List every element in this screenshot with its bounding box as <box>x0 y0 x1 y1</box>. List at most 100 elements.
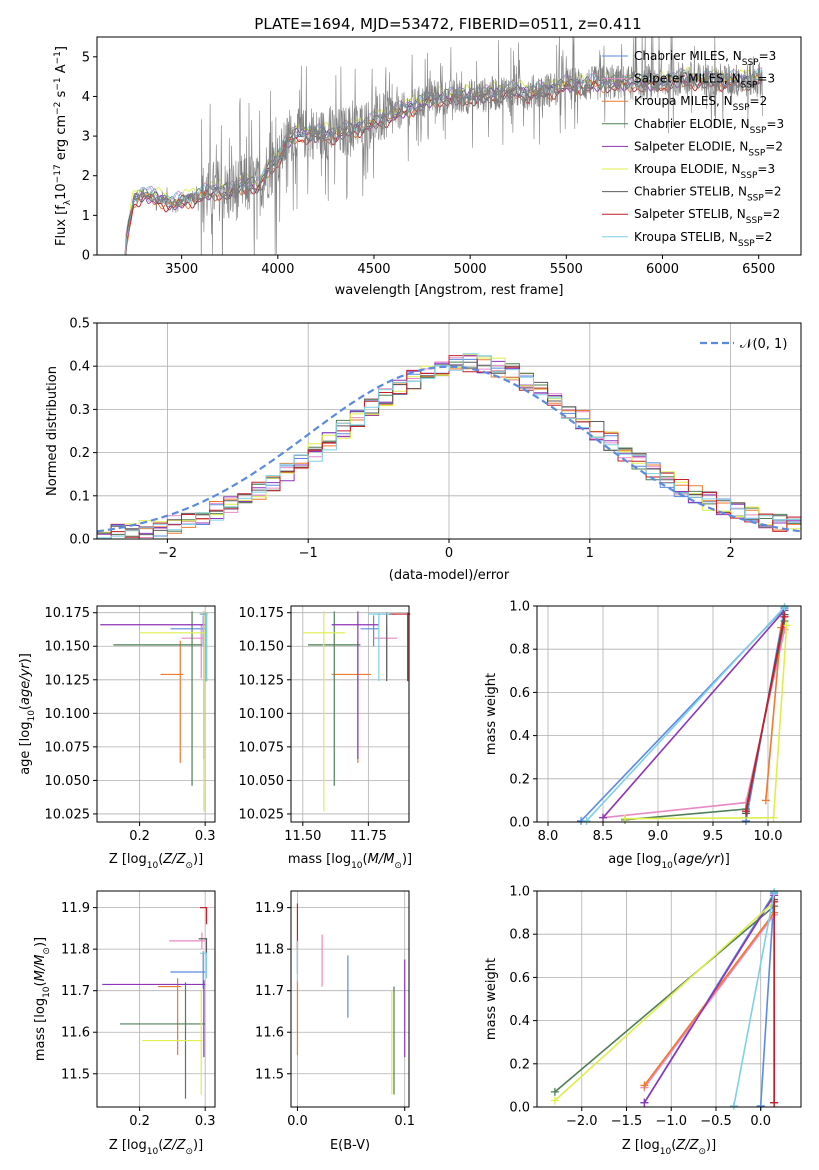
label-part: 10 <box>351 861 363 871</box>
x-axis-label: Z [log10(Z/Z⊙)] <box>109 1138 203 1157</box>
y-tick-label: 11.9 <box>61 901 90 916</box>
x-tick-label: 11.50 <box>284 829 321 844</box>
x-tick-label: 0.1 <box>394 1114 415 1129</box>
x-tick-label: −1.0 <box>655 1114 687 1129</box>
plus-marker <box>550 1087 559 1096</box>
plus-marker <box>640 1081 649 1090</box>
label-part: age/yr <box>18 662 33 705</box>
y-tick-label: 11.5 <box>61 1067 90 1082</box>
axes-frame <box>290 605 410 823</box>
label-part: )] <box>33 937 48 947</box>
label-part: )] <box>402 852 412 867</box>
y-tick-label: 10.050 <box>239 774 285 789</box>
x-tick-label: 6000 <box>646 262 679 277</box>
axes-frame <box>536 605 802 823</box>
label-part: −1 <box>53 51 63 64</box>
data-point <box>302 611 345 812</box>
label-part: mass [log <box>33 998 48 1061</box>
residual-histogram-line <box>97 353 801 539</box>
label-part: Z [log <box>109 1138 147 1153</box>
residual-histogram-line <box>97 355 801 539</box>
x-axis-label: mass [log10(M/M⊙)] <box>288 852 412 871</box>
x-tick-label: −1 <box>299 546 318 561</box>
label-part: =2 <box>764 185 782 199</box>
plus-marker <box>780 612 789 621</box>
y-tick-label: 0.0 <box>509 1101 530 1116</box>
data-point <box>170 951 206 989</box>
label-part: 10 <box>54 183 69 200</box>
weight-line <box>624 625 788 820</box>
y-tick-label: 1 <box>82 209 90 224</box>
y-tick-label: 0.2 <box>69 446 90 461</box>
y-tick-label: 0.6 <box>509 971 530 986</box>
axes-frame <box>96 36 802 256</box>
y-tick-label: 11.5 <box>255 1067 284 1082</box>
figure-title: PLATE=1694, MJD=53472, FIBERID=0511, z=0… <box>254 15 641 33</box>
legend-entry: Chabrier STELIB, NSSP=2 <box>634 185 782 204</box>
data-point <box>113 611 202 786</box>
plus-marker <box>770 888 779 897</box>
label-part: Chabrier ELODIE, N <box>634 117 750 131</box>
label-part: ⊙ <box>185 1147 193 1157</box>
x-tick-label: 0.2 <box>129 1114 150 1129</box>
weight-line <box>765 627 782 801</box>
weight-line <box>745 616 786 812</box>
x-axis-label: (data-model)/error <box>389 568 510 583</box>
plus-marker <box>782 621 791 630</box>
data-point <box>198 938 208 956</box>
data-point <box>368 612 390 682</box>
label-part: ( <box>363 852 368 867</box>
data-point <box>169 932 206 950</box>
data-point <box>139 611 206 812</box>
y-tick-label: 3 <box>82 130 90 145</box>
label-part: ⊙ <box>698 1147 706 1157</box>
label-part: ( <box>158 1138 163 1153</box>
x-tick-label: 0.3 <box>195 829 216 844</box>
label-part: Kroupa ELODIE, N <box>634 162 741 176</box>
weight-line <box>733 891 775 1107</box>
x-tick-label: −0.5 <box>700 1114 732 1129</box>
legend-entry: Chabrier ELODIE, NSSP=3 <box>634 117 784 136</box>
legend-entry: Salpeter ELODIE, NSSP=2 <box>634 139 783 158</box>
y-axis-label: mass weight <box>484 673 499 755</box>
y-tick-label: 0.0 <box>69 533 90 548</box>
label-part: ⊙ <box>42 947 52 955</box>
data-point <box>360 615 379 647</box>
label-part: ( <box>158 852 163 867</box>
label-part: =3 <box>759 49 777 63</box>
data-point <box>373 612 395 682</box>
y-tick-label: 11.6 <box>255 1026 284 1041</box>
label-part: age [log <box>608 852 661 867</box>
label-part: Kroupa STELIB, N <box>634 230 738 244</box>
x-tick-label: 0 <box>445 546 453 561</box>
y-tick-label: 0 <box>82 249 90 264</box>
x-axis-label: age [log10(age/yr)] <box>608 852 730 871</box>
label-part: ( <box>673 852 678 867</box>
y-tick-label: 0.6 <box>509 686 530 701</box>
weight-line <box>554 905 775 1093</box>
y-tick-label: 11.7 <box>255 984 284 999</box>
data-point <box>160 640 184 763</box>
x-tick-label: 0.0 <box>287 1114 308 1129</box>
x-tick-label: 3500 <box>165 262 198 277</box>
label-part: ⊙ <box>394 861 402 871</box>
plus-marker <box>742 807 750 816</box>
age-vs-z-panel: 0.2 0.3 10.025 10.050 10.075 10.100 10.125 10.1… <box>18 605 216 871</box>
plus-marker <box>770 897 779 906</box>
y-tick-label: 11.8 <box>61 943 90 958</box>
y-tick-label: 0.8 <box>509 928 530 943</box>
x-tick-label: −2 <box>158 546 177 561</box>
data-point <box>331 640 371 763</box>
x-tick-label: 5000 <box>454 262 487 277</box>
label-part: age [log <box>18 722 33 775</box>
plus-marker <box>582 816 591 825</box>
label-part: Z/Z <box>162 852 186 867</box>
data-point <box>373 624 398 679</box>
y-tick-label: 10.150 <box>239 640 285 655</box>
label-part: =3 <box>766 117 784 131</box>
mass-weight-vs-age-panel: 8.0 8.5 9.0 9.5 10.0 0.0 0.2 0.4 0.6 0.8 1.0 age [l… <box>484 600 802 871</box>
plus-marker <box>550 1096 559 1105</box>
legend-entry: 𝒩(0, 1) <box>740 337 787 352</box>
